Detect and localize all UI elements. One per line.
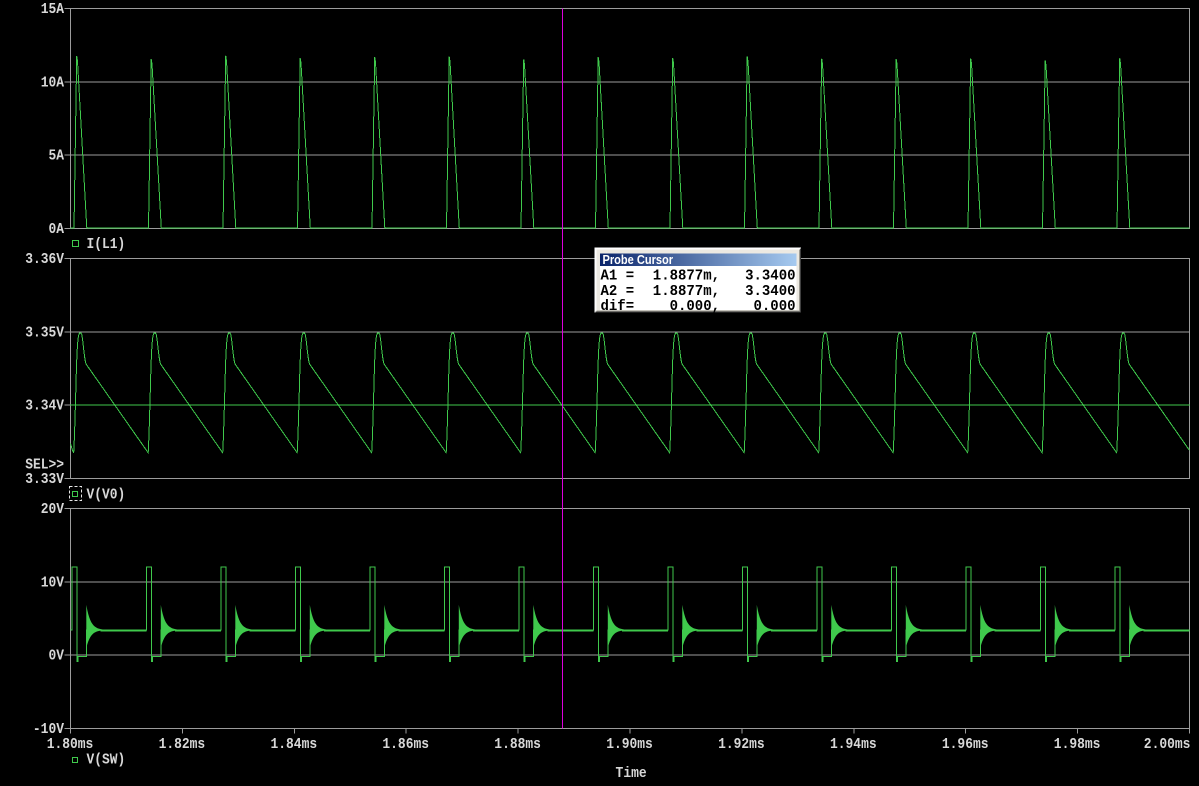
svg-text:1.94ms: 1.94ms bbox=[830, 736, 877, 753]
svg-text:1.88ms: 1.88ms bbox=[494, 736, 541, 753]
svg-text:0.000,: 0.000, bbox=[670, 298, 720, 315]
svg-text:20V: 20V bbox=[41, 501, 64, 518]
svg-text:1.82ms: 1.82ms bbox=[159, 736, 206, 753]
svg-text:1.90ms: 1.90ms bbox=[606, 736, 653, 753]
svg-text:3.34V: 3.34V bbox=[25, 398, 64, 415]
svg-text:10V: 10V bbox=[41, 574, 64, 591]
svg-text:5A: 5A bbox=[49, 148, 65, 165]
svg-text:Time: Time bbox=[616, 765, 647, 781]
svg-text:1.84ms: 1.84ms bbox=[271, 736, 318, 753]
svg-text:3.3400: 3.3400 bbox=[745, 268, 795, 285]
svg-text:1.8877m,: 1.8877m, bbox=[653, 283, 720, 300]
svg-text:10A: 10A bbox=[41, 74, 64, 91]
svg-text:A2 =: A2 = bbox=[601, 283, 635, 300]
svg-text:0A: 0A bbox=[49, 221, 65, 238]
svg-text:Probe Cursor: Probe Cursor bbox=[603, 253, 674, 267]
svg-text:2.00ms: 2.00ms bbox=[1144, 736, 1191, 753]
svg-text:3.36V: 3.36V bbox=[25, 251, 64, 268]
svg-text:-10V: -10V bbox=[33, 721, 64, 738]
svg-text:1.96ms: 1.96ms bbox=[942, 736, 989, 753]
svg-text:1.80ms: 1.80ms bbox=[47, 736, 94, 753]
svg-text:I(L1): I(L1) bbox=[87, 236, 126, 253]
svg-text:dif=: dif= bbox=[601, 298, 635, 315]
svg-text:V(V0): V(V0) bbox=[87, 487, 126, 504]
svg-text:SEL>>: SEL>> bbox=[25, 457, 64, 474]
svg-text:15A: 15A bbox=[41, 1, 64, 18]
svg-text:0V: 0V bbox=[49, 648, 65, 665]
svg-text:1.92ms: 1.92ms bbox=[718, 736, 765, 753]
svg-text:V(SW): V(SW) bbox=[87, 752, 126, 769]
svg-text:3.33V: 3.33V bbox=[25, 471, 64, 488]
svg-text:3.35V: 3.35V bbox=[25, 324, 64, 341]
svg-text:3.3400: 3.3400 bbox=[745, 283, 795, 300]
svg-text:A1 =: A1 = bbox=[601, 268, 635, 285]
svg-text:0.000: 0.000 bbox=[754, 298, 796, 315]
svg-text:1.8877m,: 1.8877m, bbox=[653, 268, 720, 285]
svg-text:1.86ms: 1.86ms bbox=[382, 736, 429, 753]
svg-text:1.98ms: 1.98ms bbox=[1054, 736, 1101, 753]
